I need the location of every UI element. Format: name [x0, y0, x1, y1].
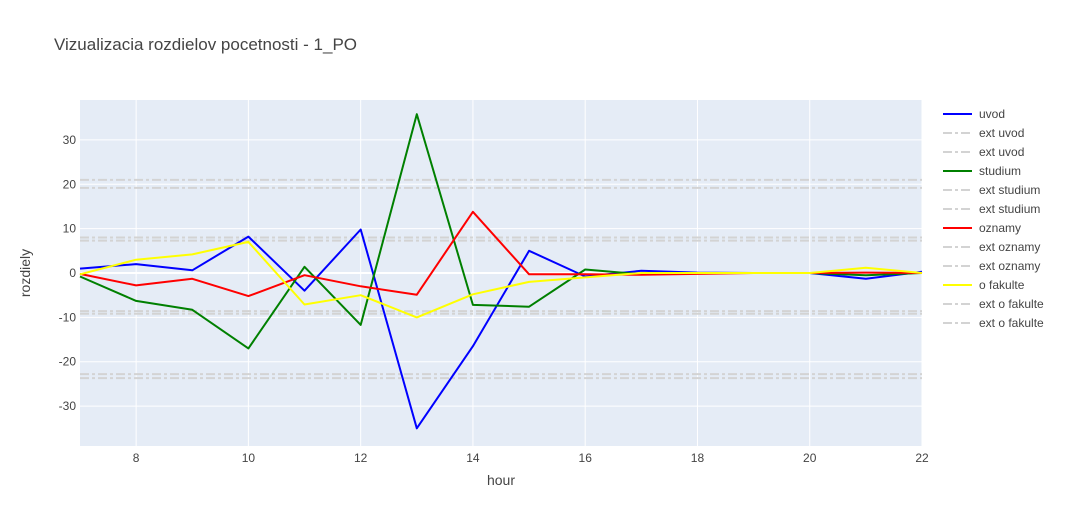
y-tick-label: -10 [59, 310, 77, 324]
legend-label: oznamy [979, 221, 1021, 235]
legend-label: ext o fakulte [979, 297, 1044, 311]
x-tick-label: 14 [466, 451, 480, 465]
chart-title: Vizualizacia rozdielov pocetnosti - 1_PO [54, 35, 357, 54]
axis-ticks: 8 10 12 14 16 18 20 22 -30 -20 -10 0 10 20 30 [59, 133, 929, 465]
legend-item[interactable]: ext studium [943, 183, 1040, 197]
data-series [79, 113, 923, 430]
legend-item[interactable]: ext oznamy [943, 240, 1040, 254]
legend-label: ext o fakulte [979, 316, 1044, 330]
threshold-lines [80, 178, 922, 380]
legend-label: ext uvod [979, 126, 1024, 140]
legend-item[interactable]: studium [943, 164, 1021, 178]
legend-label: ext oznamy [979, 240, 1040, 254]
x-tick-label: 20 [803, 451, 817, 465]
grid-lines [80, 100, 923, 446]
legend-item[interactable]: ext o fakulte [943, 297, 1044, 311]
legend-item[interactable]: ext oznamy [943, 259, 1040, 273]
legend-item[interactable]: oznamy [943, 221, 1021, 235]
legend-label: ext studium [979, 202, 1040, 216]
legend[interactable]: uvod ext uvod ext uvod studium ext studium ex… [943, 107, 1044, 330]
y-tick-label: -20 [59, 355, 77, 369]
legend-item[interactable]: ext uvod [943, 145, 1024, 159]
legend-label: ext oznamy [979, 259, 1040, 273]
x-axis-label: hour [487, 472, 515, 488]
legend-item[interactable]: ext studium [943, 202, 1040, 216]
y-axis-label: rozdiely [17, 249, 33, 297]
y-tick-label: 0 [69, 266, 76, 280]
legend-item[interactable]: ext uvod [943, 126, 1024, 140]
legend-item[interactable]: ext o fakulte [943, 316, 1044, 330]
legend-item[interactable]: uvod [943, 107, 1005, 121]
legend-label: o fakulte [979, 278, 1025, 292]
series-line-o-fakulte [79, 240, 923, 319]
x-tick-label: 12 [354, 451, 368, 465]
x-tick-label: 22 [915, 451, 929, 465]
y-tick-label: 20 [63, 177, 77, 191]
x-tick-label: 18 [691, 451, 705, 465]
x-tick-label: 10 [242, 451, 256, 465]
x-tick-label: 8 [133, 451, 140, 465]
y-tick-label: -30 [59, 399, 77, 413]
x-tick-label: 16 [579, 451, 593, 465]
y-tick-label: 10 [63, 222, 77, 236]
legend-label: ext uvod [979, 145, 1024, 159]
legend-label: uvod [979, 107, 1005, 121]
legend-label: ext studium [979, 183, 1040, 197]
legend-item[interactable]: o fakulte [943, 278, 1025, 292]
legend-label: studium [979, 164, 1021, 178]
y-tick-label: 30 [63, 133, 77, 147]
